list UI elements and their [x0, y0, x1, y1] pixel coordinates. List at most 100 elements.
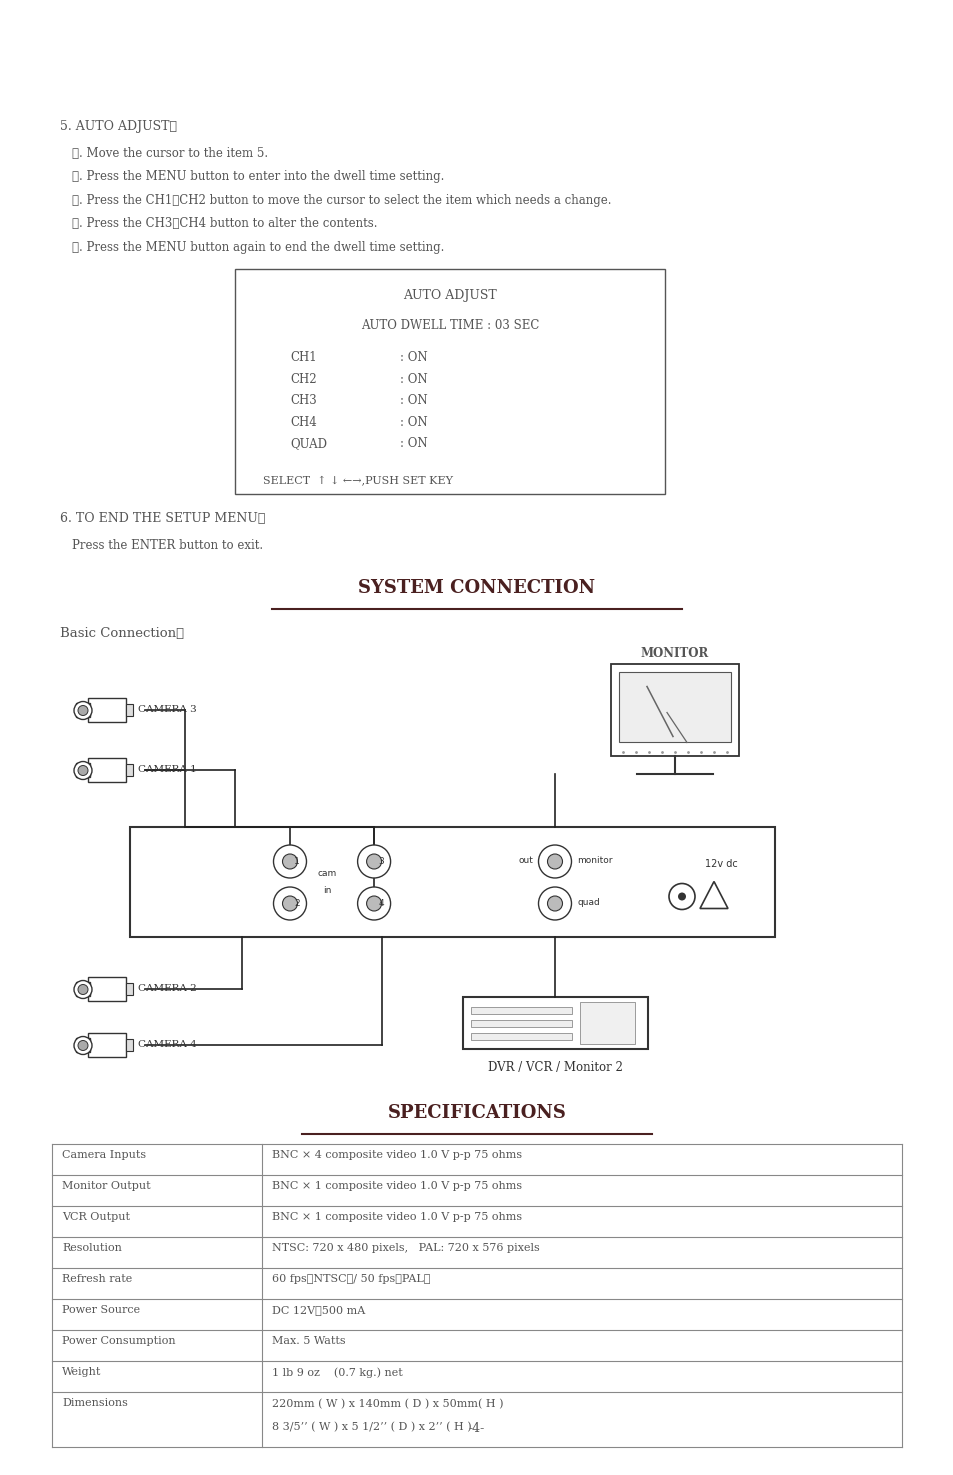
Text: Power Consumption: Power Consumption	[62, 1336, 175, 1347]
Bar	[470, 1021, 572, 1028]
Text: CH1: CH1	[290, 351, 316, 364]
Text: 2: 2	[294, 898, 299, 909]
Text: 1: 1	[294, 857, 299, 866]
Text: AUTO ADJUST: AUTO ADJUST	[403, 289, 497, 302]
Circle shape	[274, 845, 306, 878]
Text: BNC × 1 composite video 1.0 V p-p 75 ohms: BNC × 1 composite video 1.0 V p-p 75 ohm…	[272, 1212, 521, 1223]
Bar	[88, 1034, 126, 1058]
Text: CAMERA 2: CAMERA 2	[138, 984, 196, 993]
Circle shape	[537, 886, 571, 920]
Circle shape	[547, 895, 562, 912]
Text: MONITOR: MONITOR	[640, 648, 708, 661]
Text: ⑤. Press the MENU button again to end the dwell time setting.: ⑤. Press the MENU button again to end th…	[71, 240, 444, 254]
Circle shape	[357, 886, 390, 920]
Text: CH4: CH4	[290, 416, 316, 429]
Text: VCR Output: VCR Output	[62, 1212, 130, 1223]
Text: 220mm ( W ) x 140mm ( D ) x 50mm( H ): 220mm ( W ) x 140mm ( D ) x 50mm( H )	[272, 1398, 503, 1409]
Bar	[126, 764, 132, 776]
Text: ②. Press the MENU button to enter into the dwell time setting.: ②. Press the MENU button to enter into t…	[71, 171, 444, 183]
Bar	[610, 665, 739, 757]
Bar	[76, 982, 90, 997]
Text: 1 lb 9 oz    (0.7 kg.) net: 1 lb 9 oz (0.7 kg.) net	[272, 1367, 402, 1378]
Bar	[470, 1007, 572, 1015]
Text: ③. Press the CH1、CH2 button to move the cursor to select the item which needs a : ③. Press the CH1、CH2 button to move the …	[71, 195, 611, 207]
Text: : ON: : ON	[399, 416, 427, 429]
Bar	[462, 997, 647, 1050]
Bar	[234, 270, 664, 494]
Text: QUAD: QUAD	[290, 438, 327, 450]
Text: : ON: : ON	[399, 351, 427, 364]
Text: 8 3/5’’ ( W ) x 5 1/2’’ ( D ) x 2’’ ( H ): 8 3/5’’ ( W ) x 5 1/2’’ ( D ) x 2’’ ( H …	[272, 1422, 471, 1432]
Text: Resolution: Resolution	[62, 1243, 122, 1254]
Circle shape	[366, 854, 381, 869]
Text: cam: cam	[317, 869, 336, 879]
Text: Weight: Weight	[62, 1367, 101, 1378]
Text: CAMERA 3: CAMERA 3	[138, 705, 196, 714]
Text: SYSTEM CONNECTION: SYSTEM CONNECTION	[358, 580, 595, 597]
Bar	[126, 705, 132, 717]
Text: SELECT  ↑ ↓ ←→,PUSH SET KEY: SELECT ↑ ↓ ←→,PUSH SET KEY	[263, 475, 453, 485]
Circle shape	[357, 845, 390, 878]
Circle shape	[282, 895, 297, 912]
Text: 60 fps（NTSC）/ 50 fps（PAL）: 60 fps（NTSC）/ 50 fps（PAL）	[272, 1274, 430, 1285]
Circle shape	[668, 884, 695, 910]
Bar	[126, 984, 132, 996]
Bar	[88, 758, 126, 783]
Text: 3: 3	[377, 857, 383, 866]
Text: CAMERA 1: CAMERA 1	[138, 766, 196, 774]
Text: ④. Press the CH3、CH4 button to alter the contents.: ④. Press the CH3、CH4 button to alter the…	[71, 217, 377, 230]
Text: NTSC: 720 x 480 pixels,   PAL: 720 x 576 pixels: NTSC: 720 x 480 pixels, PAL: 720 x 576 p…	[272, 1243, 539, 1254]
Text: BNC × 4 composite video 1.0 V p-p 75 ohms: BNC × 4 composite video 1.0 V p-p 75 ohm…	[272, 1150, 521, 1161]
Text: DC 12V、500 mA: DC 12V、500 mA	[272, 1305, 365, 1316]
Text: CAMERA 4: CAMERA 4	[138, 1040, 196, 1049]
Bar	[88, 978, 126, 1002]
Circle shape	[74, 1037, 91, 1055]
Circle shape	[78, 1040, 88, 1050]
Text: ①. Move the cursor to the item 5.: ①. Move the cursor to the item 5.	[71, 148, 268, 159]
Bar	[76, 764, 90, 777]
Bar	[88, 699, 126, 723]
Text: Press the ENTER button to exit.: Press the ENTER button to exit.	[71, 540, 263, 553]
Circle shape	[547, 854, 562, 869]
Text: Dimensions: Dimensions	[62, 1398, 128, 1409]
Text: : ON: : ON	[399, 373, 427, 386]
Circle shape	[74, 702, 91, 720]
Circle shape	[274, 886, 306, 920]
Circle shape	[78, 984, 88, 994]
Text: DVR / VCR / Monitor 2: DVR / VCR / Monitor 2	[487, 1062, 621, 1074]
Text: 5. AUTO ADJUST：: 5. AUTO ADJUST：	[60, 119, 177, 133]
Circle shape	[366, 895, 381, 912]
Bar	[126, 1040, 132, 1052]
Text: 4: 4	[378, 898, 383, 909]
Text: 12v dc: 12v dc	[704, 860, 737, 869]
Text: in: in	[322, 886, 331, 895]
Text: SPECIFICATIONS: SPECIFICATIONS	[387, 1105, 566, 1122]
Bar	[579, 1003, 635, 1044]
Bar	[470, 1032, 572, 1040]
Circle shape	[282, 854, 297, 869]
Text: Basic Connection：: Basic Connection：	[60, 627, 184, 640]
Circle shape	[74, 981, 91, 999]
Circle shape	[537, 845, 571, 878]
Text: 6. TO END THE SETUP MENU：: 6. TO END THE SETUP MENU：	[60, 512, 265, 525]
Bar	[130, 827, 774, 938]
Circle shape	[678, 892, 685, 901]
Text: out: out	[517, 855, 533, 864]
Text: -4-: -4-	[468, 1422, 485, 1435]
Circle shape	[78, 705, 88, 715]
Text: Power Source: Power Source	[62, 1305, 140, 1316]
Text: quad: quad	[577, 898, 599, 907]
Circle shape	[78, 766, 88, 776]
Text: Max. 5 Watts: Max. 5 Watts	[272, 1336, 345, 1347]
Text: Camera Inputs: Camera Inputs	[62, 1150, 146, 1161]
Text: CH2: CH2	[290, 373, 316, 386]
Text: : ON: : ON	[399, 394, 427, 407]
Text: BNC × 1 composite video 1.0 V p-p 75 ohms: BNC × 1 composite video 1.0 V p-p 75 ohm…	[272, 1181, 521, 1192]
Text: : ON: : ON	[399, 438, 427, 450]
Text: Monitor Output: Monitor Output	[62, 1181, 151, 1192]
Text: CH3: CH3	[290, 394, 316, 407]
Text: AUTO DWELL TIME : 03 SEC: AUTO DWELL TIME : 03 SEC	[360, 320, 538, 332]
Text: Refresh rate: Refresh rate	[62, 1274, 132, 1285]
Circle shape	[74, 761, 91, 779]
Bar	[618, 673, 730, 742]
